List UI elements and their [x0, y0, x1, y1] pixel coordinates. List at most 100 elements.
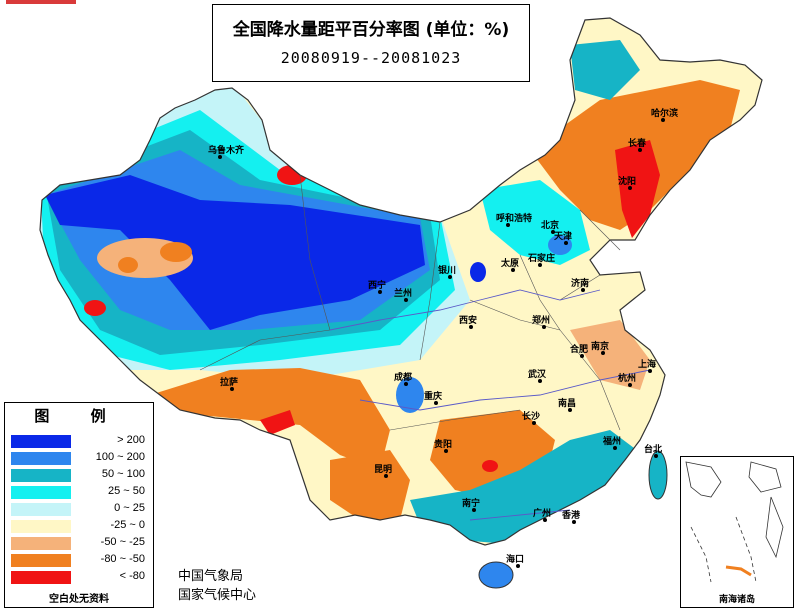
city-nanning: 南宁 [462, 497, 480, 512]
city-dot [378, 290, 382, 294]
legend-swatch [11, 452, 71, 465]
legend-label: -50 ~ -25 [100, 536, 145, 548]
river [329, 289, 601, 331]
city-dot [543, 518, 547, 522]
city-label: 哈尔滨 [651, 107, 678, 119]
city-yinchuan: 银川 [438, 264, 456, 279]
province-border [559, 274, 601, 301]
city-hohhot: 呼和浩特 [496, 212, 532, 227]
map-title: 全国降水量距平百分率图 (单位：%) [232, 20, 510, 40]
city-dot [404, 382, 408, 386]
city-dot [580, 354, 584, 358]
city-label: 石家庄 [527, 252, 555, 264]
city-label: 昆明 [374, 464, 392, 475]
city-label: 贵阳 [434, 438, 452, 450]
legend-label: < -80 [119, 570, 145, 582]
province-border [199, 329, 331, 371]
city-dot [472, 508, 476, 512]
city-dot [568, 408, 572, 412]
agency-line-2: 国家气候中心 [178, 587, 257, 602]
city-dot [404, 298, 408, 302]
city-chengdu: 成都 [394, 371, 412, 386]
city-label: 福州 [602, 435, 621, 447]
city-dot [628, 383, 632, 387]
city-tianjin: 天津 [554, 230, 572, 245]
legend: 图 例 > 200 100 ~ 200 50 ~ 100 25 ~ 50 0 ~ 25 -… [4, 402, 154, 608]
city-dot [448, 275, 452, 279]
city-taiyuan: 太原 [500, 257, 519, 272]
city-nanchang: 南昌 [558, 397, 576, 412]
city-dot [601, 351, 605, 355]
city-label: 太原 [500, 257, 519, 269]
field-tibet-red [260, 410, 295, 435]
city-dot [538, 263, 542, 267]
city-label: 香港 [561, 509, 581, 521]
city-dot [469, 325, 473, 329]
legend-label: > 200 [117, 434, 145, 446]
city-dot [661, 118, 665, 122]
city-dot [654, 454, 658, 458]
legend-swatch [11, 503, 71, 516]
legend-row: > 200 [11, 433, 149, 450]
city-dot [434, 401, 438, 405]
city-dot [564, 241, 568, 245]
legend-row: 100 ~ 200 [11, 450, 149, 467]
legend-swatch [11, 435, 71, 448]
city-hangzhou: 杭州 [618, 372, 636, 387]
legend-swatch [11, 520, 71, 533]
field-south-teal [410, 430, 650, 545]
city-urumqi: 乌鲁木齐 [208, 144, 245, 159]
city-label: 西安 [459, 314, 477, 326]
city-shijiazhuang: 石家庄 [527, 252, 555, 267]
city-dot [581, 288, 585, 292]
legend-note: 空白处无资料 [49, 594, 109, 605]
city-label: 武汉 [528, 368, 547, 380]
field-ne-red [615, 140, 660, 238]
legend-swatch [11, 537, 71, 550]
field-xj-red [84, 300, 106, 316]
city-dot [384, 474, 388, 478]
city-hefei: 合肥 [570, 343, 588, 358]
city-beijing: 北京 [541, 219, 559, 234]
field-east-orange [570, 320, 650, 390]
legend-label: -80 ~ -50 [100, 553, 145, 565]
legend-swatch [11, 571, 71, 584]
city-haikou: 海口 [506, 553, 524, 568]
city-xining: 西宁 [368, 279, 386, 294]
map-period: 20080919--20081023 [280, 49, 462, 67]
city-label: 长春 [628, 137, 647, 149]
city-label: 南宁 [462, 497, 480, 509]
city-label: 西宁 [368, 279, 386, 291]
south-china-sea-inset: 南海诸岛 [680, 456, 794, 608]
city-dot [516, 564, 520, 568]
city-label: 呼和浩特 [496, 212, 532, 224]
city-taipei: 台北 [644, 443, 662, 458]
city-chongqing: 重庆 [424, 390, 442, 405]
city-label: 南昌 [558, 397, 576, 409]
legend-label: 0 ~ 25 [114, 502, 145, 514]
city-label: 台北 [644, 443, 662, 455]
field-guizhou-red [482, 460, 498, 472]
province-border [389, 409, 521, 431]
header-strip [6, 0, 76, 4]
field-nw-deep [45, 175, 425, 330]
legend-row: 0 ~ 25 [11, 501, 149, 518]
city-label: 济南 [571, 277, 589, 289]
field-xj-orange3 [118, 257, 138, 273]
legend-swatch [11, 554, 71, 567]
city-xian: 西安 [459, 314, 477, 329]
city-dot [511, 268, 515, 272]
city-jinan: 济南 [571, 277, 589, 292]
city-dot [532, 421, 536, 425]
legend-row: 25 ~ 50 [11, 484, 149, 501]
inset-label: 南海诸岛 [718, 595, 755, 605]
city-dot [572, 520, 576, 524]
city-label: 兰州 [394, 287, 412, 299]
city-dot [638, 148, 642, 152]
city-label: 合肥 [570, 343, 588, 355]
province-border [579, 209, 621, 251]
city-dot [444, 449, 448, 453]
city-label: 南京 [591, 340, 609, 352]
city-dot [538, 379, 542, 383]
